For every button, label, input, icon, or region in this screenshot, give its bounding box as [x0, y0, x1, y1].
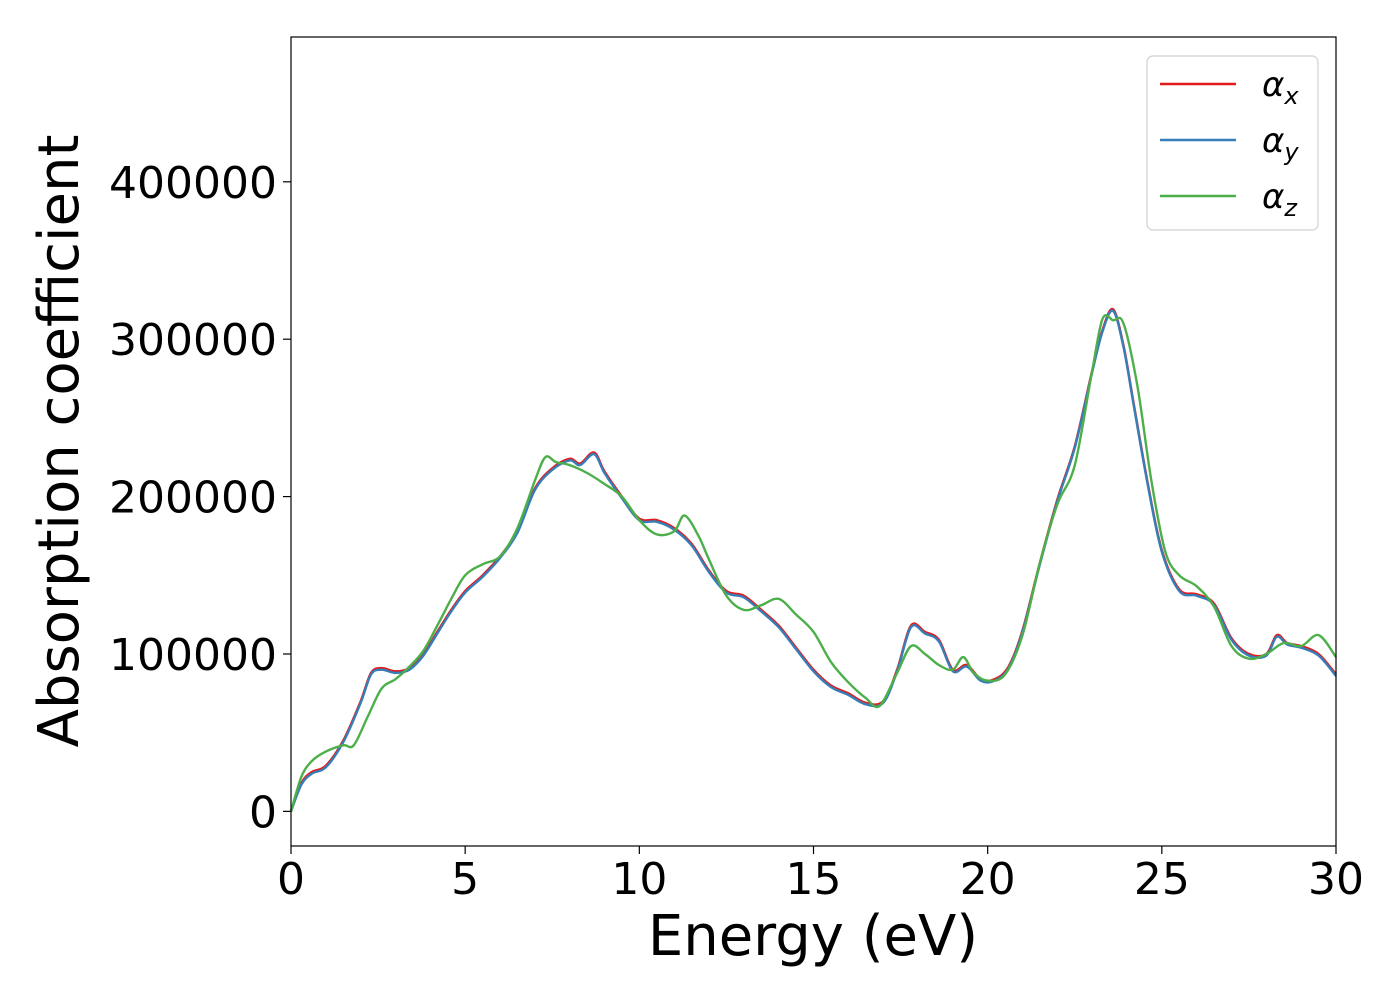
legend-frame	[1146, 55, 1319, 231]
x-tick-label: 30	[1308, 854, 1364, 905]
y-tick-label: 400000	[109, 158, 277, 209]
legend-label-subscript: x	[1283, 82, 1299, 110]
legend-label-base: α	[1262, 65, 1284, 105]
x-tick-label: 0	[277, 854, 305, 905]
y-tick-label: 300000	[109, 315, 277, 366]
legend-label-subscript: z	[1283, 194, 1298, 222]
x-axis-ticks: 0 5 10 15 20 25 30	[277, 846, 1364, 905]
x-tick-label: 15	[786, 854, 842, 905]
legend-label-subscript: y	[1283, 138, 1299, 166]
y-tick-label: 100000	[109, 630, 277, 681]
x-axis-label: Energy (eV)	[648, 904, 978, 969]
y-axis-ticks: 0 100000 200000 300000 400000	[109, 158, 291, 838]
x-tick-label: 25	[1134, 854, 1190, 905]
x-tick-label: 20	[960, 854, 1016, 905]
legend-label-base: α	[1262, 177, 1284, 217]
legend-label-z: αz	[1262, 177, 1298, 222]
series-line-y	[289, 309, 1337, 812]
series-lines	[289, 307, 1337, 812]
y-tick-label: 0	[249, 787, 277, 838]
legend-label-base: α	[1262, 121, 1284, 161]
x-tick-label: 10	[611, 854, 667, 905]
x-tick-label: 5	[451, 854, 479, 905]
legend-label-y: αy	[1262, 121, 1299, 166]
y-tick-label: 200000	[109, 473, 277, 524]
y-axis-label: Absorption coefficient	[27, 135, 92, 748]
legend-label-x: αx	[1262, 65, 1299, 110]
plot-frame	[290, 36, 1337, 847]
series-line-z	[289, 314, 1337, 812]
